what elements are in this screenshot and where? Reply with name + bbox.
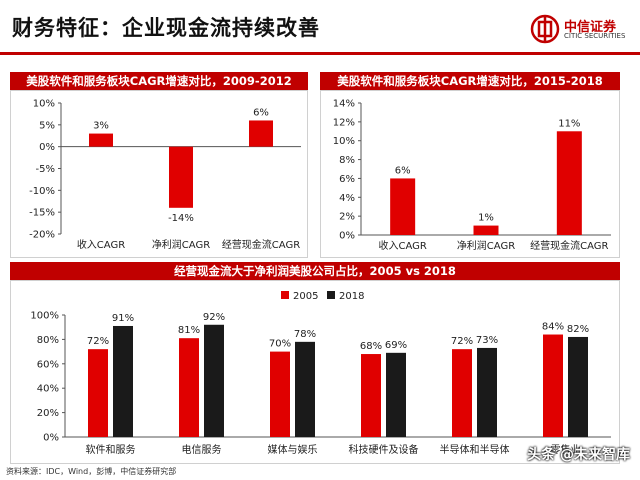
bar <box>270 351 290 437</box>
citic-logo: 中信证券 CITIC SECURITIES <box>530 14 630 44</box>
y-tick-label: 5% <box>39 120 55 131</box>
data-label: 81% <box>178 325 200 336</box>
watermark: 头条 @未来智库 <box>527 447 630 463</box>
x-tick-label: 半导体和半导体 <box>440 443 510 456</box>
bar <box>204 324 224 437</box>
data-label: 78% <box>294 329 316 340</box>
x-tick-label: 零售业 <box>551 443 581 456</box>
legend-label: 2005 <box>293 291 318 302</box>
y-tick-label: 60% <box>37 359 59 370</box>
data-label: 92% <box>203 312 225 323</box>
chart1-svg: 10% 5% 0% -5% -10% -15% -20% 3% 收入CAGR -14% 净利润CAG… <box>29 99 301 251</box>
data-label: 11% <box>558 118 580 129</box>
data-label: -14% <box>168 213 194 224</box>
bar <box>295 341 315 437</box>
bar <box>556 131 582 235</box>
y-tick-label: 8% <box>339 155 355 166</box>
y-tick-label: 80% <box>37 335 59 346</box>
chart1-title: 美股软件和服务板块CAGR增速对比，2009-2012 <box>10 72 308 90</box>
data-label: 69% <box>385 340 407 351</box>
chart2-panel: 14% 12% 10% 8% 6% 4% 2% 0% 6% 收入CAGR 1% 净利润CAGR 11% 经… <box>320 90 620 258</box>
y-tick-label: 12% <box>333 117 355 128</box>
data-label: 70% <box>269 339 291 350</box>
x-tick-label: 软件和服务 <box>86 443 136 456</box>
bar <box>477 347 497 437</box>
data-label: 6% <box>395 165 411 176</box>
bar <box>89 133 113 147</box>
chart2-svg: 14% 12% 10% 8% 6% 4% 2% 0% 6% 收入CAGR 1% 净利润CAGR 11% 经… <box>333 99 611 252</box>
bar <box>88 349 108 437</box>
legend-swatch <box>327 291 335 299</box>
data-label: 1% <box>478 213 494 224</box>
bar <box>179 338 199 437</box>
y-tick-label: 6% <box>339 174 355 185</box>
x-tick-label: 净利润CAGR <box>152 238 210 251</box>
y-tick-label: 100% <box>30 311 59 322</box>
y-tick-label: 0% <box>39 142 55 153</box>
source-note: 资料来源：IDC，Wind，彭博，中信证券研究部 <box>6 467 177 476</box>
bar <box>361 354 381 437</box>
y-tick-label: -10% <box>29 186 55 197</box>
bar <box>390 178 416 235</box>
citic-emblem-icon <box>530 14 560 44</box>
bar <box>543 334 563 437</box>
bar <box>452 349 472 437</box>
legend-label: 2018 <box>339 291 364 302</box>
chart3-panel: 100% 80% 60% 40% 20% 0% 2005 2018 72% 91% 软件和服务 81%… <box>10 280 620 464</box>
data-label: 72% <box>87 336 109 347</box>
x-tick-label: 收入CAGR <box>77 238 125 251</box>
y-tick-label: 40% <box>37 384 59 395</box>
chart3-title: 经营现金流大于净利润美股公司占比，2005 vs 2018 <box>10 262 620 280</box>
brand-name: 中信证券 <box>564 20 617 35</box>
y-tick-label: 0% <box>339 231 355 242</box>
data-label: 82% <box>567 324 589 335</box>
legend-swatch <box>281 291 289 299</box>
page-title: 财务特征：企业现金流持续改善 <box>12 16 320 40</box>
bar <box>249 120 273 147</box>
bar <box>473 225 499 235</box>
x-tick-label: 媒体与娱乐 <box>268 443 318 456</box>
data-label: 91% <box>112 313 134 324</box>
x-tick-label: 电信服务 <box>182 443 222 456</box>
data-label: 73% <box>476 335 498 346</box>
x-tick-label: 经营现金流CAGR <box>222 238 300 251</box>
y-tick-label: 14% <box>333 99 355 110</box>
x-tick-label: 净利润CAGR <box>457 239 515 252</box>
data-label: 84% <box>542 322 564 333</box>
brand-subtitle: CITIC SECURITIES <box>564 32 626 40</box>
chart2-title: 美股软件和服务板块CAGR增速对比，2015-2018 <box>320 72 620 90</box>
bar <box>386 352 406 437</box>
y-tick-label: 20% <box>37 408 59 419</box>
data-label: 3% <box>93 121 109 132</box>
y-tick-label: -20% <box>29 230 55 241</box>
data-label: 68% <box>360 341 382 352</box>
chart3-svg: 100% 80% 60% 40% 20% 0% 2005 2018 72% 91% 软件和服务 81%… <box>30 291 611 456</box>
y-tick-label: -5% <box>36 164 55 175</box>
y-tick-label: 0% <box>43 433 59 444</box>
x-tick-label: 收入CAGR <box>378 239 426 252</box>
bar <box>113 325 133 437</box>
data-label: 6% <box>253 107 269 118</box>
bar <box>568 336 588 437</box>
y-tick-label: -15% <box>29 208 55 219</box>
y-tick-label: 2% <box>339 212 355 223</box>
y-tick-label: 10% <box>33 99 55 110</box>
x-tick-label: 经营现金流CAGR <box>530 239 608 252</box>
x-tick-label: 科技硬件及设备 <box>349 443 419 456</box>
y-tick-label: 4% <box>339 193 355 204</box>
bar <box>169 146 193 208</box>
title-divider <box>0 52 640 55</box>
data-label: 72% <box>451 336 473 347</box>
chart1-panel: 10% 5% 0% -5% -10% -15% -20% 3% 收入CAGR -14% 净利润CAG… <box>10 90 308 258</box>
y-tick-label: 10% <box>333 136 355 147</box>
